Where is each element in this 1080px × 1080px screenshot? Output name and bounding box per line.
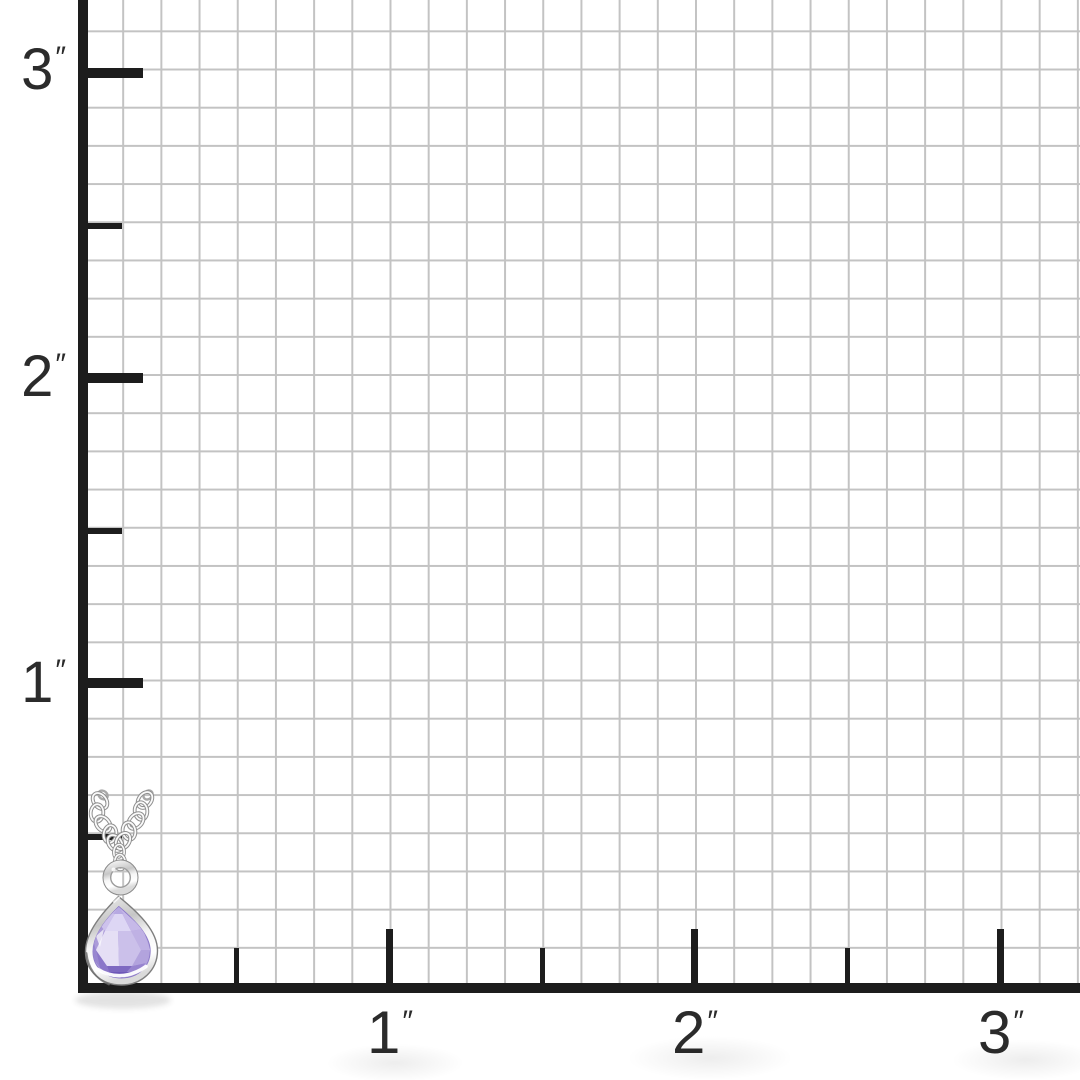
inch-mark: ″: [707, 1005, 718, 1038]
x-minor-tick-2_5in: [845, 948, 850, 983]
y-axis-label-3in: 3″: [21, 37, 66, 102]
measurement-grid: [84, 0, 1080, 987]
label-shadow: [945, 1038, 1080, 1080]
x-major-tick-2in: [691, 929, 698, 983]
bezel-highlight: [85, 896, 148, 986]
x-axis-label-1in: 1″: [367, 999, 413, 1066]
x-axis-line: [78, 983, 1080, 993]
x-major-tick-3in: [997, 929, 1004, 983]
y-major-tick-2in: [88, 373, 143, 383]
x-axis-label-3in: 3″: [978, 999, 1024, 1066]
inch-mark: ″: [1013, 1005, 1024, 1038]
y-minor-tick-1_5in: [88, 528, 122, 534]
bail-ring: [102, 859, 139, 896]
inch-mark: ″: [55, 654, 66, 687]
gemstone-facets: [93, 907, 151, 978]
inch-mark: ″: [55, 348, 66, 381]
x-major-tick-1in: [386, 929, 393, 983]
y-axis-label-2in: 2″: [21, 344, 66, 409]
y-major-tick-3in: [88, 68, 143, 78]
label-shadow: [320, 1042, 470, 1080]
y-axis-line: [78, 0, 88, 993]
y-major-tick-1in: [88, 678, 143, 688]
y-minor-tick-2_5in: [88, 223, 122, 229]
y-axis-label-1in: 1″: [21, 650, 66, 715]
chain: [88, 789, 155, 872]
x-minor-tick-0_5in: [234, 948, 239, 983]
pendant-shadow: [75, 991, 171, 1009]
pendant-necklace: [75, 789, 171, 1009]
inch-mark: ″: [402, 1005, 413, 1038]
label-shadow: [620, 1034, 800, 1080]
inch-mark: ″: [55, 41, 66, 74]
x-axis-label-2in: 2″: [672, 999, 718, 1066]
x-minor-tick-1_5in: [540, 948, 545, 983]
